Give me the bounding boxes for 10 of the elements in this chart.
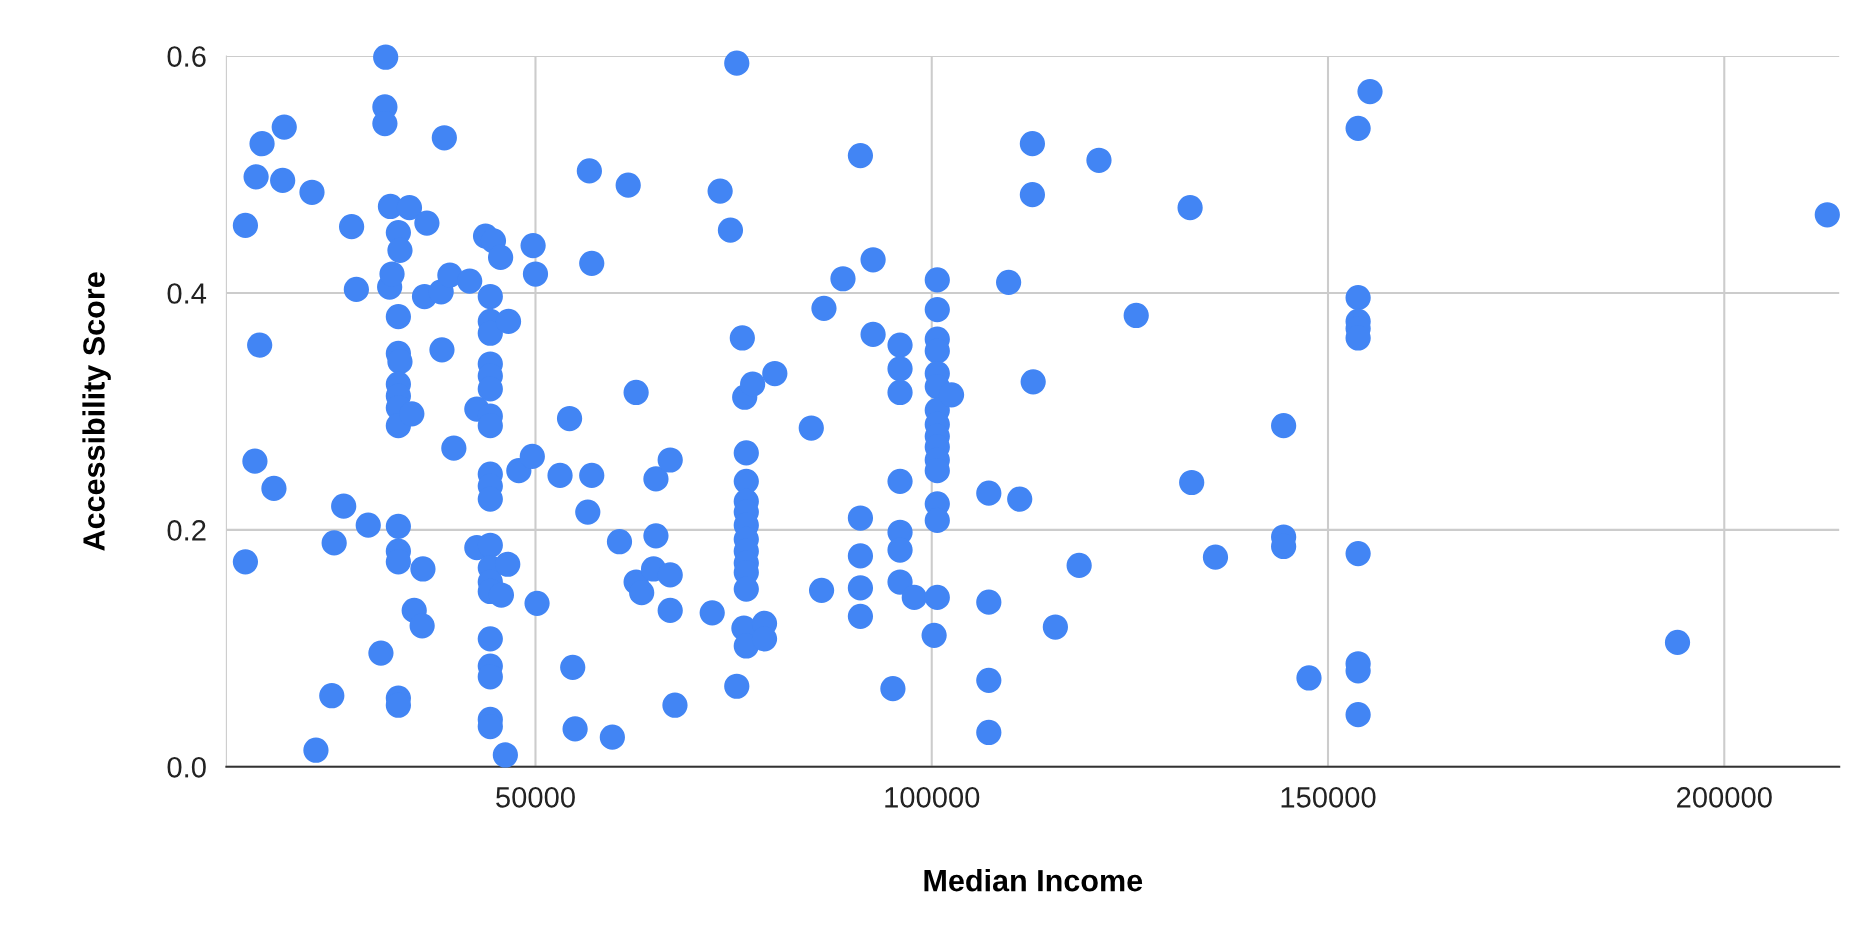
x-tick-label: 50000 xyxy=(496,787,575,808)
y-tick-label: 0.2 xyxy=(167,520,206,541)
y-tick-label: 0.4 xyxy=(167,283,207,304)
y-axis-title: Accessibility Score xyxy=(82,272,111,551)
y-tick-label: 0.0 xyxy=(167,757,206,778)
x-tick-label: 150000 xyxy=(1281,787,1376,808)
x-tick-label: 100000 xyxy=(885,787,980,808)
y-tick-label: 0.6 xyxy=(167,46,206,67)
x-axis-title: Median Income xyxy=(924,869,1143,892)
x-tick-label: 200000 xyxy=(1677,787,1772,808)
